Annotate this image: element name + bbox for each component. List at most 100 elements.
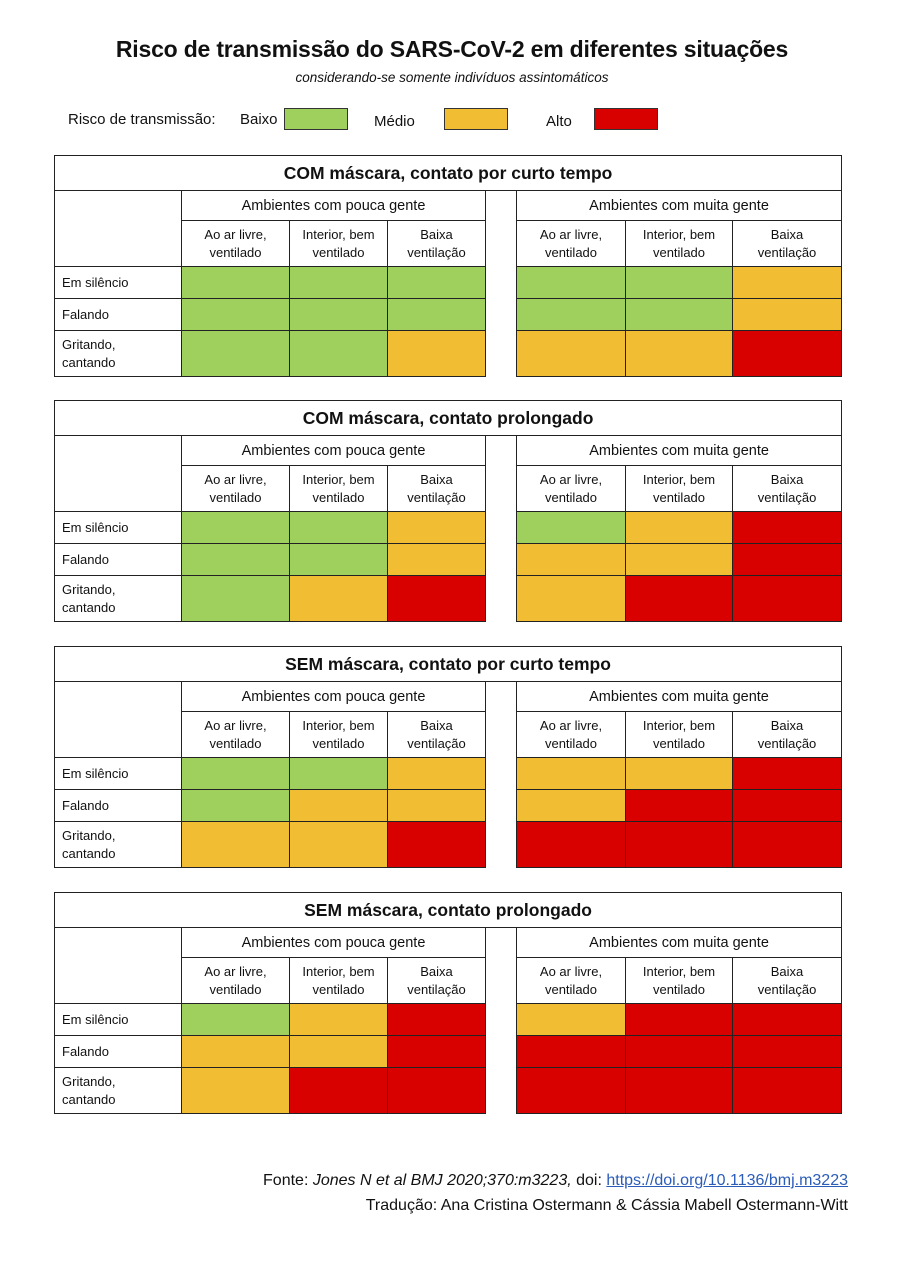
risk-cell-medio [516, 1003, 626, 1036]
table-row: Em silêncio [54, 757, 843, 790]
risk-cell-alto [516, 821, 626, 868]
risk-cell-alto [625, 1003, 733, 1036]
risk-cell-baixo [289, 543, 388, 576]
risk-cell-medio [289, 575, 388, 622]
row-label-line: Gritando, [62, 1073, 116, 1089]
row-label-line: cantando [62, 354, 116, 370]
legend-high-label: Alto [546, 113, 572, 130]
column-header: Interior, bem ventilado [289, 957, 388, 1004]
risk-cell-medio [289, 1035, 388, 1068]
risk-cell-baixo [181, 575, 290, 622]
doi-link[interactable]: https://doi.org/10.1136/bmj.m3223 [606, 1172, 848, 1189]
column-header-line: ventilado [544, 981, 598, 997]
column-header-line: ventilação [407, 735, 466, 751]
column-header: Ao ar livre, ventilado [516, 220, 626, 267]
column-header: Ao ar livre, ventilado [516, 957, 626, 1004]
column-header-line: ventilado [544, 244, 598, 260]
risk-cell-medio [516, 789, 626, 822]
column-gap [485, 927, 517, 1114]
table-title: SEM máscara, contato por curto tempo [53, 646, 843, 682]
row-label-line: Gritando, [62, 336, 116, 352]
risk-table: SEM máscara, contato prolongado Ambientes… [53, 892, 843, 1114]
risk-cell-baixo [289, 266, 388, 299]
risk-cell-alto [387, 1003, 486, 1036]
table-row: Gritando, cantando [54, 330, 843, 377]
column-header-line: ventilado [652, 244, 706, 260]
risk-cell-alto [731, 1067, 843, 1114]
group-header-few-people: Ambientes com pouca gente [181, 681, 486, 712]
risk-cell-alto [731, 511, 843, 544]
column-gap [485, 435, 517, 622]
risk-cell-baixo [289, 298, 388, 331]
risk-cell-medio [516, 575, 626, 622]
risk-cell-alto [731, 1035, 843, 1068]
table-row: Gritando, cantando [54, 821, 843, 868]
risk-cell-alto [731, 757, 843, 790]
page-title: Risco de transmissão do SARS-CoV-2 em di… [115, 36, 789, 62]
row-label-line: Em silêncio [62, 1011, 129, 1027]
risk-cell-medio [289, 1003, 388, 1036]
table-row: Falando [54, 789, 843, 822]
row-label: Falando [54, 543, 182, 576]
group-header-many-people: Ambientes com muita gente [515, 681, 843, 712]
column-header-line: ventilado [209, 735, 262, 751]
column-header: Baixa ventilação [731, 465, 843, 512]
risk-table: COM máscara, contato por curto tempo Ambi… [53, 155, 843, 377]
row-label-line: Falando [62, 551, 109, 567]
row-label-line: cantando [62, 599, 116, 615]
row-label: Em silêncio [54, 266, 182, 299]
risk-cell-baixo [289, 330, 388, 377]
row-label: Em silêncio [54, 1003, 182, 1036]
column-header: Baixa ventilação [731, 220, 843, 267]
risk-cell-baixo [625, 298, 733, 331]
column-header-line: Ao ar livre, [204, 963, 267, 979]
risk-cell-medio [387, 330, 486, 377]
column-header-line: Baixa [770, 226, 804, 242]
column-header-line: ventilado [209, 489, 262, 505]
column-header-line: Baixa [420, 717, 453, 733]
risk-cell-alto [387, 821, 486, 868]
column-header: Ao ar livre, ventilado [181, 220, 290, 267]
risk-cell-baixo [181, 298, 290, 331]
risk-cell-alto [387, 575, 486, 622]
table-title: COM máscara, contato por curto tempo [53, 155, 843, 191]
column-header: Ao ar livre, ventilado [516, 465, 626, 512]
legend-high-swatch [594, 108, 658, 130]
column-header: Baixa ventilação [387, 220, 486, 267]
risk-cell-alto [731, 1003, 843, 1036]
risk-cell-baixo [181, 789, 290, 822]
risk-cell-medio [516, 543, 626, 576]
row-label-line: Falando [62, 1043, 109, 1059]
risk-cell-medio [181, 1035, 290, 1068]
risk-cell-medio [387, 543, 486, 576]
column-header-line: Baixa [420, 963, 453, 979]
risk-cell-alto [625, 789, 733, 822]
column-header: Interior, bem ventilado [289, 465, 388, 512]
row-label-line: Em silêncio [62, 765, 129, 781]
risk-cell-medio [387, 757, 486, 790]
source-line: Fonte: Jones N et al BMJ 2020;370:m3223,… [263, 1172, 848, 1190]
risk-cell-medio [181, 821, 290, 868]
risk-cell-baixo [516, 298, 626, 331]
row-label: Em silêncio [54, 757, 182, 790]
column-header-line: ventilado [544, 735, 598, 751]
column-header-line: Interior, bem [302, 963, 375, 979]
column-header-line: ventilado [209, 244, 262, 260]
column-header-line: Interior, bem [302, 226, 375, 242]
translation-credit: Tradução: Ana Cristina Ostermann & Cássi… [365, 1197, 848, 1214]
column-header: Interior, bem ventilado [625, 711, 733, 758]
risk-cell-medio [289, 789, 388, 822]
column-header-line: ventilado [312, 981, 365, 997]
column-header-line: ventilado [652, 735, 706, 751]
column-header-line: Baixa [770, 717, 804, 733]
risk-cell-baixo [181, 330, 290, 377]
column-header-line: ventilado [652, 489, 706, 505]
group-header-few-people: Ambientes com pouca gente [181, 927, 486, 958]
column-header-line: Baixa [420, 471, 453, 487]
row-label-line: Gritando, [62, 827, 116, 843]
risk-cell-baixo [625, 266, 733, 299]
row-label-line: cantando [62, 845, 116, 861]
risk-cell-medio [625, 511, 733, 544]
row-label: Gritando, cantando [54, 330, 182, 377]
risk-cell-medio [625, 330, 733, 377]
